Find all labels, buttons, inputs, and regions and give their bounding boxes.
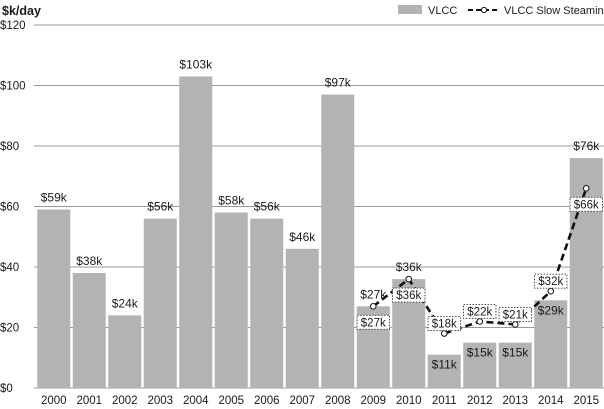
bar [108, 315, 142, 388]
x-tick-label: 2014 [538, 395, 564, 407]
y-tick-label: $60 [0, 202, 19, 214]
slow-steaming-label: $21k [498, 307, 532, 322]
slow-steaming-point [405, 275, 413, 283]
x-tick-label: 2003 [147, 395, 173, 407]
y-tick-label: $0 [0, 383, 13, 395]
slow-steaming-label: $36k [392, 287, 426, 303]
y-tick-label: $80 [0, 141, 19, 153]
bar [72, 273, 106, 388]
bar-value-label: $38k [76, 254, 103, 268]
slow-steaming-point [511, 321, 519, 328]
slow-steaming-point [369, 303, 377, 310]
bar-value-label: $58k [218, 194, 245, 208]
slow-steaming-point [547, 287, 555, 295]
x-tick-label: 2015 [573, 395, 599, 407]
slow-steaming-label-box [463, 304, 497, 319]
bar [427, 354, 461, 388]
bar [250, 218, 284, 388]
bar-value-label: $56k [254, 200, 281, 214]
bar-value-label: $46k [289, 230, 316, 244]
x-axis: 2000 2001 2002 2003 2004 2005 2006 2007 2008 2009… [41, 395, 599, 407]
slow-steaming-label-text: $66k [574, 199, 599, 211]
slow-steaming-label-box [356, 314, 390, 330]
legend-swatch-vlcc [398, 5, 422, 14]
legend-marker-slow-steaming [480, 6, 488, 14]
x-tick-label: 2002 [112, 395, 138, 407]
bar-value-label: $15k [502, 346, 529, 360]
bar [214, 212, 248, 388]
x-tick-label: 2007 [289, 395, 315, 407]
x-tick-label: 2000 [41, 395, 67, 407]
slow-steaming-label-text: $21k [503, 309, 528, 321]
slow-steaming-line [369, 185, 590, 337]
bar-value-label: $27k [360, 287, 387, 301]
slow-steaming-label: $22k [463, 304, 497, 319]
x-tick-label: 2013 [502, 395, 528, 407]
x-tick-label: 2012 [467, 395, 493, 407]
x-tick-label: 2005 [218, 395, 244, 407]
bar-value-label: $59k [41, 191, 68, 205]
slow-steaming-label-box [498, 307, 532, 322]
slow-steaming-label-box [534, 273, 568, 289]
slow-steaming-label-text: $32k [538, 276, 563, 288]
slow-steaming-label-text: $22k [467, 306, 492, 318]
slow-steaming-label-box [569, 196, 603, 212]
bar [498, 342, 532, 388]
bar-value-label: $29k [538, 303, 565, 317]
x-tick-label: 2008 [325, 395, 351, 407]
bar [569, 158, 603, 388]
bar [179, 76, 213, 389]
bar-value-label: $11k [432, 358, 458, 372]
slow-steaming-label: $66k [569, 196, 603, 212]
legend-label-vlcc: VLCC [428, 5, 457, 17]
slow-steaming-label-text: $18k [432, 319, 457, 331]
bar [463, 342, 497, 388]
slow-steaming-label-box [427, 316, 461, 331]
y-tick-label: $120 [0, 20, 26, 32]
x-tick-label: 2006 [254, 395, 280, 407]
legend-label-slow-steaming: VLCC Slow Steaming [504, 5, 604, 17]
x-tick-label: 2001 [76, 395, 102, 407]
slow-steaming-label-text: $27k [361, 317, 386, 329]
bar-value-label: $36k [396, 260, 423, 274]
y-tick-label: $100 [0, 81, 26, 93]
slow-steaming-label-text: $36k [396, 290, 421, 302]
bar-value-label: $56k [147, 200, 174, 214]
y-axis-label: $k/day [2, 4, 41, 18]
x-tick-label: 2011 [432, 395, 457, 407]
slow-steaming-point [440, 330, 448, 337]
slow-steaming-point [476, 318, 484, 325]
bar-value-label: $76k [573, 139, 600, 153]
slow-steaming-point [582, 185, 590, 192]
bars [37, 76, 603, 389]
slow-steaming-labels: $27k $36k $18k $22k $21k $32k $66k [356, 196, 603, 331]
slow-steaming-label: $18k [427, 316, 461, 331]
y-tick-label: $40 [0, 262, 19, 274]
bar [37, 209, 71, 388]
bar [143, 218, 177, 388]
slow-steaming-label: $32k [534, 273, 568, 289]
bar [534, 300, 568, 388]
slow-steaming-label: $27k [356, 314, 390, 330]
bar-value-labels: $59k $38k $24k $56k $103k $58k $56k $46k $97k $27… [41, 57, 601, 371]
bar-value-label: $97k [325, 76, 352, 90]
bar-value-label: $103k [179, 57, 213, 71]
x-tick-label: 2004 [183, 395, 209, 407]
slow-steaming-label-box [392, 287, 426, 303]
y-axis: $0 $20 $40 $60 $80 $100 $120 [0, 20, 26, 395]
y-tick-label: $20 [0, 323, 19, 335]
bar [321, 94, 355, 388]
bar [285, 248, 319, 388]
bar-value-label: $15k [467, 346, 494, 360]
legend: VLCC VLCC Slow Steaming [398, 5, 604, 17]
x-tick-label: 2010 [396, 395, 422, 407]
x-tick-label: 2009 [360, 395, 386, 407]
bar-value-label: $24k [112, 296, 139, 310]
